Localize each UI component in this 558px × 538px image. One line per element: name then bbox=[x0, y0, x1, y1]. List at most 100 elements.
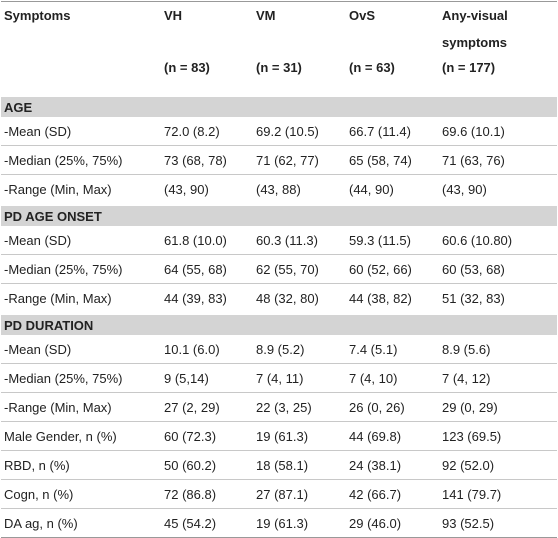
cell: 66.7 (11.4) bbox=[346, 117, 439, 146]
column-name: Any-visual symptoms bbox=[442, 8, 508, 50]
cell: 19 (61.3) bbox=[253, 508, 346, 538]
cell: 10.1 (6.0) bbox=[161, 335, 253, 364]
cell: 8.9 (5.2) bbox=[253, 335, 346, 364]
section-title: PD AGE ONSET bbox=[1, 203, 557, 226]
section-row: PD AGE ONSET bbox=[1, 203, 557, 226]
cell: 93 (52.5) bbox=[439, 508, 557, 538]
data-row: -Median (25%, 75%) 64 (55, 68) 62 (55, 70)… bbox=[1, 254, 557, 284]
cell: 51 (32, 83) bbox=[439, 283, 557, 314]
cell: (43, 90) bbox=[161, 174, 253, 205]
data-row: -Median (25%, 75%) 9 (5,14) 7 (4, 11) 7 (4,… bbox=[1, 363, 557, 393]
column-header: Any-visual symptoms (n = 177) bbox=[439, 1, 557, 96]
cell: 72.0 (8.2) bbox=[161, 117, 253, 146]
data-row: RBD, n (%) 50 (60.2) 18 (58.1) 24 (38.1) 92 … bbox=[1, 450, 557, 480]
cell: 29 (46.0) bbox=[346, 508, 439, 538]
cell: 62 (55, 70) bbox=[253, 254, 346, 284]
row-label: -Range (Min, Max) bbox=[1, 283, 161, 314]
cell: 29 (0, 29) bbox=[439, 392, 557, 422]
row-label: -Median (25%, 75%) bbox=[1, 145, 161, 175]
cell: 8.9 (5.6) bbox=[439, 335, 557, 364]
cell: 64 (55, 68) bbox=[161, 254, 253, 284]
cell: 22 (3, 25) bbox=[253, 392, 346, 422]
cell: (43, 88) bbox=[253, 174, 346, 205]
cell: 60 (53, 68) bbox=[439, 254, 557, 284]
cell: 60.6 (10.80) bbox=[439, 226, 557, 255]
row-label: DA ag, n (%) bbox=[1, 508, 161, 538]
cell: 123 (69.5) bbox=[439, 421, 557, 451]
cell: 7 (4, 12) bbox=[439, 363, 557, 393]
cell: 71 (63, 76) bbox=[439, 145, 557, 175]
data-row: Cogn, n (%) 72 (86.8) 27 (87.1) 42 (66.7) 14… bbox=[1, 479, 557, 509]
section-row: AGE bbox=[1, 94, 557, 117]
cell: 42 (66.7) bbox=[346, 479, 439, 509]
cell: 44 (38, 82) bbox=[346, 283, 439, 314]
data-row: -Range (Min, Max) (43, 90) (43, 88) (44, 90… bbox=[1, 174, 557, 205]
cell: 50 (60.2) bbox=[161, 450, 253, 480]
column-name: Symptoms bbox=[4, 8, 71, 23]
cell: 44 (39, 83) bbox=[161, 283, 253, 314]
cell: 69.2 (10.5) bbox=[253, 117, 346, 146]
data-row: -Mean (SD) 72.0 (8.2) 69.2 (10.5) 66.7 (11.… bbox=[1, 117, 557, 146]
column-name: VH bbox=[164, 8, 183, 23]
cell: 73 (68, 78) bbox=[161, 145, 253, 175]
header-row: Symptoms VH (n = 83) VM (n = 31) OvS (n = 63) A… bbox=[1, 1, 557, 96]
row-label: -Median (25%, 75%) bbox=[1, 254, 161, 284]
cell: 60 (72.3) bbox=[161, 421, 253, 451]
cell: 19 (61.3) bbox=[253, 421, 346, 451]
cell: 60 (52, 66) bbox=[346, 254, 439, 284]
cell: 69.6 (10.1) bbox=[439, 117, 557, 146]
cell: 26 (0, 26) bbox=[346, 392, 439, 422]
column-count: (n = 83) bbox=[164, 60, 210, 75]
cell: 59.3 (11.5) bbox=[346, 226, 439, 255]
row-label: -Mean (SD) bbox=[1, 226, 161, 255]
cell: 141 (79.7) bbox=[439, 479, 557, 509]
row-label: -Mean (SD) bbox=[1, 335, 161, 364]
column-count: (n = 31) bbox=[256, 60, 302, 75]
row-label: -Range (Min, Max) bbox=[1, 174, 161, 205]
row-label: -Mean (SD) bbox=[1, 117, 161, 146]
cell: 44 (69.8) bbox=[346, 421, 439, 451]
row-label: -Range (Min, Max) bbox=[1, 392, 161, 422]
cell: 9 (5,14) bbox=[161, 363, 253, 393]
cell: 61.8 (10.0) bbox=[161, 226, 253, 255]
row-label: Male Gender, n (%) bbox=[1, 421, 161, 451]
column-name: OvS bbox=[349, 8, 376, 23]
cell: 60.3 (11.3) bbox=[253, 226, 346, 255]
data-row: -Mean (SD) 10.1 (6.0) 8.9 (5.2) 7.4 (5.1) 8.… bbox=[1, 335, 557, 364]
cell: 7.4 (5.1) bbox=[346, 335, 439, 364]
cell: 65 (58, 74) bbox=[346, 145, 439, 175]
cell: 24 (38.1) bbox=[346, 450, 439, 480]
cell: 18 (58.1) bbox=[253, 450, 346, 480]
cell: (43, 90) bbox=[439, 174, 557, 205]
section-title: AGE bbox=[1, 94, 557, 117]
column-count: (n = 63) bbox=[349, 60, 395, 75]
cell: 92 (52.0) bbox=[439, 450, 557, 480]
row-label: Cogn, n (%) bbox=[1, 479, 161, 509]
data-row: Male Gender, n (%) 60 (72.3) 19 (61.3) 44 (… bbox=[1, 421, 557, 451]
cell: (44, 90) bbox=[346, 174, 439, 205]
data-row: DA ag, n (%) 45 (54.2) 19 (61.3) 29 (46.0) 9… bbox=[1, 508, 557, 538]
column-header: OvS (n = 63) bbox=[346, 1, 439, 96]
cell: 71 (62, 77) bbox=[253, 145, 346, 175]
row-label: RBD, n (%) bbox=[1, 450, 161, 480]
data-row: -Median (25%, 75%) 73 (68, 78) 71 (62, 77)… bbox=[1, 145, 557, 175]
cell: 72 (86.8) bbox=[161, 479, 253, 509]
cell: 27 (2, 29) bbox=[161, 392, 253, 422]
data-row: -Range (Min, Max) 44 (39, 83) 48 (32, 80) 4… bbox=[1, 283, 557, 314]
cell: 48 (32, 80) bbox=[253, 283, 346, 314]
data-row: -Mean (SD) 61.8 (10.0) 60.3 (11.3) 59.3 (11… bbox=[1, 226, 557, 255]
section-row: PD DURATION bbox=[1, 312, 557, 335]
column-count: (n = 177) bbox=[442, 60, 496, 75]
cell: 27 (87.1) bbox=[253, 479, 346, 509]
column-header: VM (n = 31) bbox=[253, 1, 346, 96]
cell: 45 (54.2) bbox=[161, 508, 253, 538]
column-name: VM bbox=[256, 8, 276, 23]
cell: 7 (4, 11) bbox=[253, 363, 346, 393]
cell: 7 (4, 10) bbox=[346, 363, 439, 393]
column-header: Symptoms bbox=[1, 1, 161, 96]
column-header: VH (n = 83) bbox=[161, 1, 253, 96]
data-row: -Range (Min, Max) 27 (2, 29) 22 (3, 25) 26 … bbox=[1, 392, 557, 422]
